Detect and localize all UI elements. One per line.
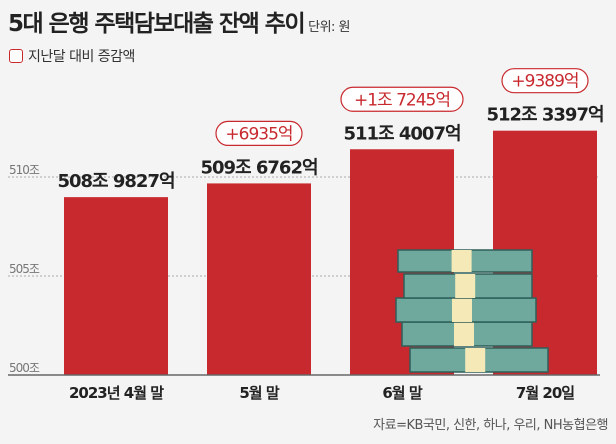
x-tick-label: 2023년 4월 말 [69,384,164,402]
value-label: 509조 6762억 [200,157,317,178]
change-label: +9389억 [511,72,578,92]
legend-swatch [9,49,23,63]
chart-title: 5대 은행 주택담보대출 잔액 추이 단위: 원 [8,4,351,38]
source-note: 자료=KB국민, 신한, 하나, 우리, NH농협은행 [373,418,608,433]
legend-label: 지난달 대비 증감액 [28,49,135,65]
legend: 지난달 대비 증감액 [9,46,135,66]
value-label: 511조 4007억 [343,123,460,144]
x-tick-label: 6월 말 [382,384,422,402]
title-text: 5대 은행 주택담보대출 잔액 추이 [8,11,306,37]
money-stack-icon [395,249,549,373]
change-badge [340,86,464,112]
bar [64,197,168,375]
y-tick-label: 510조 [9,163,40,177]
x-tick-label: 7월 20일 [516,384,574,402]
y-tick-label: 500조 [9,361,40,375]
y-tick-label: 505조 [9,262,40,276]
bar [207,183,311,375]
value-label: 508조 9827억 [57,171,174,192]
x-tick-label: 5월 말 [239,384,279,402]
unit-label: 단위: 원 [308,20,351,35]
change-label: +6935억 [225,124,292,144]
change-badge [215,120,303,147]
change-label: +1조 7245억 [354,90,450,110]
value-label: 512조 3397억 [486,105,603,126]
change-badge [501,68,589,94]
